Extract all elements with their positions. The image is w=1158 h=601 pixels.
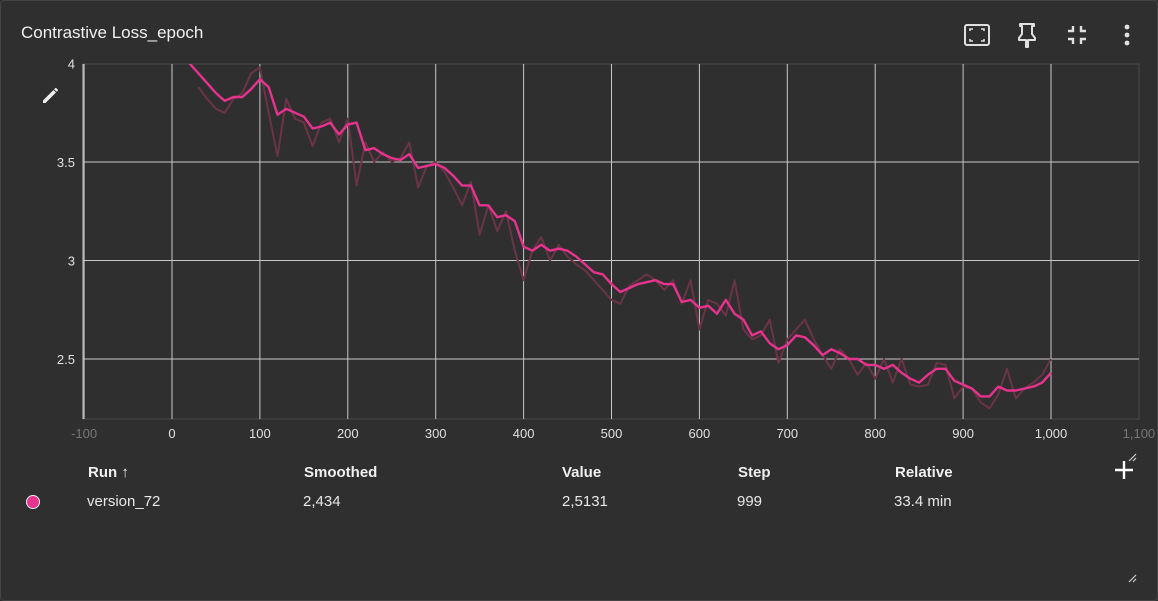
column-header-relative[interactable]: Relative [895,464,953,481]
run-name: version_72 [87,493,161,510]
raw-value: 2,5131 [562,493,608,510]
chart-resize-handle[interactable] [1127,449,1137,462]
x-tick-label: 300 [425,426,447,441]
card-title: Contrastive Loss_epoch [21,23,204,42]
table-resize-handle[interactable] [1127,570,1137,583]
y-tick-label: 4 [68,57,75,72]
collapse-button[interactable] [1061,19,1093,51]
x-tick-label: 0 [168,426,175,441]
step-value: 999 [737,493,763,510]
plus-icon [1115,461,1133,479]
pin-icon [1018,23,1036,48]
column-header-run[interactable]: Run ↑ [88,464,129,481]
x-tick-label: 700 [776,426,798,441]
y-tick-label: 3.5 [57,155,75,170]
card-toolbar [961,19,1143,51]
pencil-icon [43,87,58,103]
column-header-smoothed[interactable]: Smoothed [304,464,378,481]
x-tick-label: -100 [71,426,97,441]
x-tick-label: 1,100 [1123,426,1156,441]
column-header-step[interactable]: Step [738,464,771,481]
add-column-button[interactable] [1113,459,1135,481]
fit-domain-icon [964,24,990,46]
x-tick-label: 900 [952,426,974,441]
edit-button[interactable] [39,83,63,107]
column-header-value[interactable]: Value [562,464,602,481]
y-tick-label: 3 [68,254,75,269]
resize-icon [1128,453,1137,462]
x-tick-label: 100 [249,426,271,441]
chart-grid [82,63,1140,420]
x-tick-label: 200 [337,426,359,441]
run-color-swatch[interactable] [26,495,40,509]
collapse-icon [1068,26,1086,44]
smoothed-series-line [188,64,1052,398]
line-chart[interactable]: -100 0 100 200 300 400 500 600 700 800 900 1,000 1,1… [1,1,1158,451]
more-options-button[interactable] [1111,19,1143,51]
x-tick-label: 400 [513,426,535,441]
chart-series [188,64,1052,410]
relative-time: 33.4 min [894,493,952,510]
x-tick-label: 1,000 [1035,426,1068,441]
x-tick-label: 500 [601,426,623,441]
x-tick-label: 800 [864,426,886,441]
smoothed-value: 2,434 [303,493,341,510]
more-vert-icon [1124,24,1130,46]
y-tick-label: 2.5 [57,352,75,367]
resize-icon [1128,574,1137,583]
chart-axes: -100 0 100 200 300 400 500 600 700 800 900 1,000 1,1… [57,57,1155,442]
fit-domain-button[interactable] [961,19,993,51]
raw-series-line [197,66,1052,410]
x-tick-label: 600 [689,426,711,441]
pin-button[interactable] [1011,19,1043,51]
